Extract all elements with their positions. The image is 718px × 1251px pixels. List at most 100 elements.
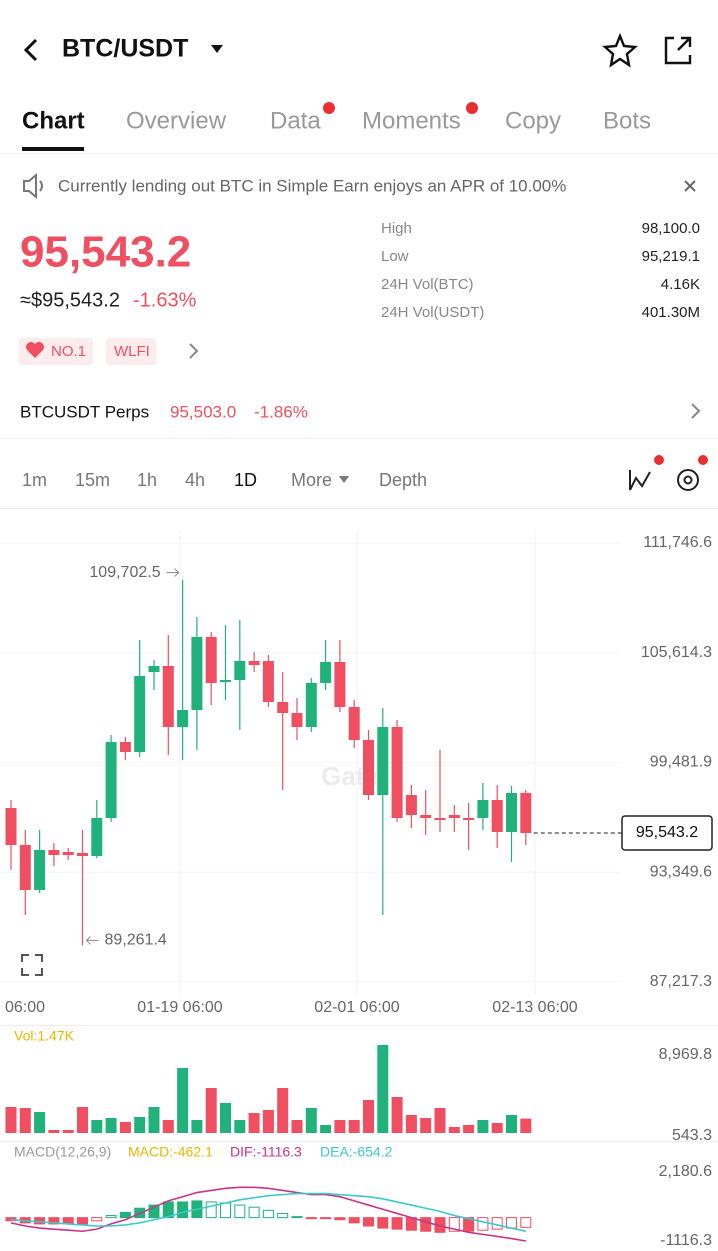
volume-bar xyxy=(477,1120,489,1133)
interval[interactable]: 15m xyxy=(75,470,110,490)
interval[interactable]: 1m xyxy=(22,470,47,490)
macd-bar xyxy=(377,1217,389,1229)
macd-bar xyxy=(162,1201,174,1219)
tab[interactable]: Data xyxy=(270,107,321,134)
candle-body xyxy=(19,845,31,890)
interval[interactable]: 1h xyxy=(137,470,157,490)
change: -1.63% xyxy=(133,289,197,311)
divider xyxy=(0,1141,718,1142)
candle-body xyxy=(62,852,74,856)
macd-bar xyxy=(448,1217,460,1232)
volume-bar xyxy=(291,1120,303,1133)
macd-value: MACD:-462.1 xyxy=(128,1144,213,1160)
volume-bar xyxy=(105,1117,117,1133)
stat-value: 95,219.1 xyxy=(642,248,700,265)
share-button[interactable] xyxy=(664,36,692,65)
candle-body xyxy=(119,741,131,752)
dif-value: DIF:-1116.3 xyxy=(230,1144,302,1160)
y-tick-label: 105,614.3 xyxy=(641,644,712,661)
volume-bar xyxy=(420,1117,432,1133)
interval[interactable]: Depth xyxy=(379,470,427,490)
macd-bar xyxy=(119,1211,131,1219)
favorite-button[interactable] xyxy=(602,32,638,68)
interval[interactable]: 4h xyxy=(185,470,205,490)
macd-bar xyxy=(91,1217,103,1222)
volume-bar xyxy=(91,1120,103,1133)
perps-change: -1.86% xyxy=(254,402,308,421)
volume-bar xyxy=(520,1118,532,1133)
chevron[interactable] xyxy=(691,403,701,419)
indicator-button[interactable] xyxy=(629,470,651,491)
fiat-price: ≈$95,543.2 xyxy=(20,289,120,311)
macd-tick-label: 2,180.6 xyxy=(659,1163,712,1180)
candle-body xyxy=(377,726,389,795)
candle-body xyxy=(391,726,403,818)
macd-title: MACD(12,26,9) xyxy=(14,1144,111,1160)
volume-bar xyxy=(348,1120,360,1133)
perps-name[interactable]: BTCUSDT Perps xyxy=(20,402,149,421)
stat-value: 401.30M xyxy=(642,304,700,321)
macd-bar xyxy=(177,1201,189,1219)
volume-bar xyxy=(305,1108,317,1133)
volume-bar xyxy=(320,1125,332,1133)
speaker-icon xyxy=(23,172,43,200)
macd-bar xyxy=(348,1217,360,1224)
close-banner[interactable] xyxy=(684,180,696,192)
settings-button[interactable] xyxy=(677,469,699,491)
tab[interactable]: Copy xyxy=(505,107,561,134)
chevron[interactable] xyxy=(189,343,199,359)
macd-bar xyxy=(234,1204,246,1219)
pair-dropdown[interactable] xyxy=(211,45,223,53)
candle-body xyxy=(248,660,260,665)
candle-body xyxy=(506,792,517,832)
candle-body xyxy=(291,712,303,727)
volume-bar xyxy=(177,1068,189,1133)
interval[interactable]: More xyxy=(291,470,332,490)
candle-body xyxy=(134,676,146,752)
volume-bar xyxy=(62,1129,74,1133)
candle-body xyxy=(5,807,17,846)
candle-body xyxy=(348,707,360,741)
candle-body xyxy=(34,849,46,890)
candle-body xyxy=(520,792,532,833)
volume-bar xyxy=(19,1108,31,1133)
candle-body xyxy=(234,660,246,680)
last-price-box xyxy=(621,815,713,851)
candle-body xyxy=(277,701,289,713)
candle-body xyxy=(220,679,231,682)
tab[interactable]: Moments xyxy=(362,107,461,134)
candle-body xyxy=(477,799,489,818)
dea-value: DEA:-654.2 xyxy=(320,1144,393,1160)
tag[interactable] xyxy=(106,338,156,365)
volume-label: Vol:1.47K xyxy=(14,1028,75,1044)
x-tick-label: 02-01 06:00 xyxy=(314,999,400,1016)
back-button[interactable] xyxy=(23,38,38,62)
macd-bar xyxy=(477,1217,489,1231)
candle-body xyxy=(491,799,503,832)
y-tick-label: 93,349.6 xyxy=(650,863,712,880)
macd-bar xyxy=(5,1217,17,1222)
banner-text[interactable]: Currently lending out BTC in Simple Earn… xyxy=(58,176,566,195)
macd-bar xyxy=(48,1217,60,1225)
candle-body xyxy=(305,683,317,727)
tab[interactable]: Overview xyxy=(126,107,227,134)
fullscreen-button[interactable] xyxy=(21,954,43,976)
volume-bar xyxy=(377,1044,389,1133)
interval[interactable]: 1D xyxy=(234,470,257,490)
pair-title[interactable]: BTC/USDT xyxy=(62,35,188,63)
candle-body xyxy=(191,636,203,710)
stat-label: 24H Vol(BTC) xyxy=(381,276,474,293)
volume-bar xyxy=(234,1120,246,1133)
tab[interactable]: Bots xyxy=(603,107,651,134)
divider xyxy=(0,438,718,439)
macd-bar xyxy=(105,1215,117,1219)
y-tick-label: 87,217.3 xyxy=(650,973,712,990)
volume-bar xyxy=(448,1126,460,1133)
candle-body xyxy=(463,817,475,821)
volume-bar xyxy=(334,1120,346,1133)
volume-tick-label: 543.3 xyxy=(672,1127,712,1144)
candle-body xyxy=(91,817,103,856)
tab[interactable]: Chart xyxy=(22,107,85,134)
macd-tick-label: -1116.3 xyxy=(660,1232,712,1249)
candle-body xyxy=(405,795,417,815)
